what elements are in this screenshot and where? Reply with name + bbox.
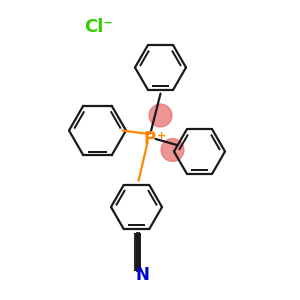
Text: +: + <box>157 131 166 141</box>
Text: P: P <box>144 130 156 148</box>
Text: Cl⁻: Cl⁻ <box>85 18 113 36</box>
Circle shape <box>149 104 172 127</box>
Circle shape <box>161 139 184 161</box>
Text: N: N <box>136 266 149 284</box>
